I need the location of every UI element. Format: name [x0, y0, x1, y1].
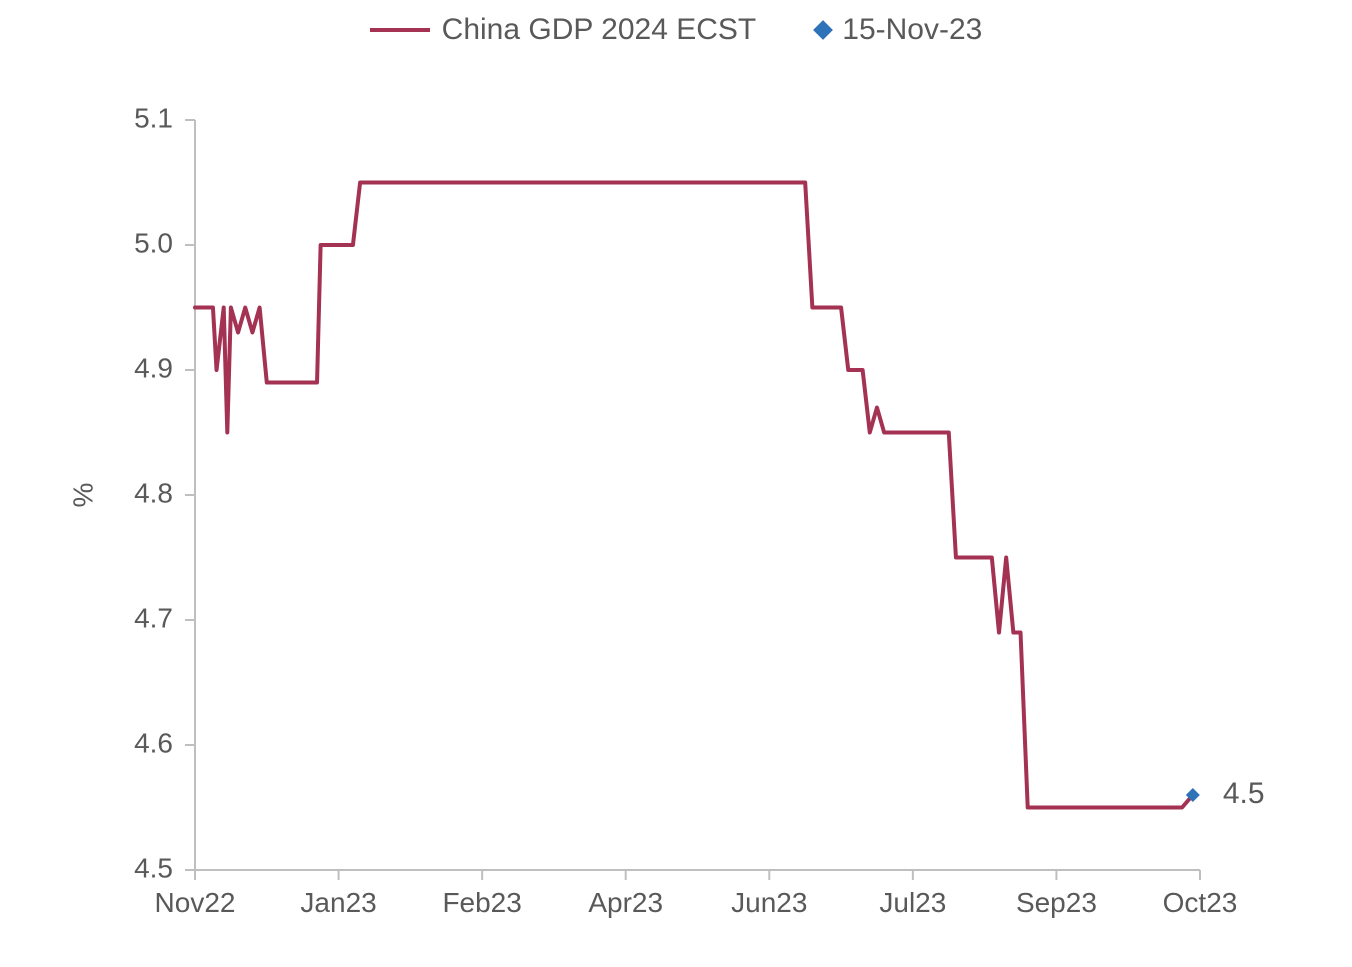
x-tick-label: Nov22: [155, 887, 236, 918]
y-axis-title: %: [67, 483, 98, 508]
y-tick-label: 4.6: [134, 727, 173, 758]
y-tick-label: 4.8: [134, 477, 173, 508]
x-tick-label: Apr23: [588, 887, 663, 918]
legend-item-marker: 15-Nov-23: [816, 13, 982, 47]
legend-marker-label: 15-Nov-23: [842, 13, 982, 47]
x-tick-label: Jun23: [731, 887, 807, 918]
legend-diamond-swatch: [813, 20, 833, 40]
y-tick-label: 4.7: [134, 602, 173, 633]
y-tick-label: 4.5: [134, 852, 173, 883]
legend-line-swatch: [370, 28, 430, 32]
chart-background: [0, 0, 1352, 967]
chart-plot: 4.5 4.6 4.7 4.8 4.9 5.0 5.1% Nov22 Jan23 Feb23 Apr…: [0, 0, 1352, 967]
x-tick-label: Jul23: [879, 887, 946, 918]
x-tick-label: Jan23: [300, 887, 376, 918]
x-tick-label: Oct23: [1163, 887, 1238, 918]
legend-item-line: China GDP 2024 ECST: [370, 13, 757, 47]
marker-value-label: 4.5: [1223, 777, 1265, 810]
chart-legend: China GDP 2024 ECST 15-Nov-23: [0, 0, 1352, 60]
y-tick-label: 4.9: [134, 352, 173, 383]
y-tick-label: 5.0: [134, 227, 173, 258]
y-tick-label: 5.1: [134, 102, 173, 133]
legend-line-label: China GDP 2024 ECST: [442, 13, 757, 47]
x-tick-label: Feb23: [442, 887, 521, 918]
x-tick-label: Sep23: [1016, 887, 1097, 918]
